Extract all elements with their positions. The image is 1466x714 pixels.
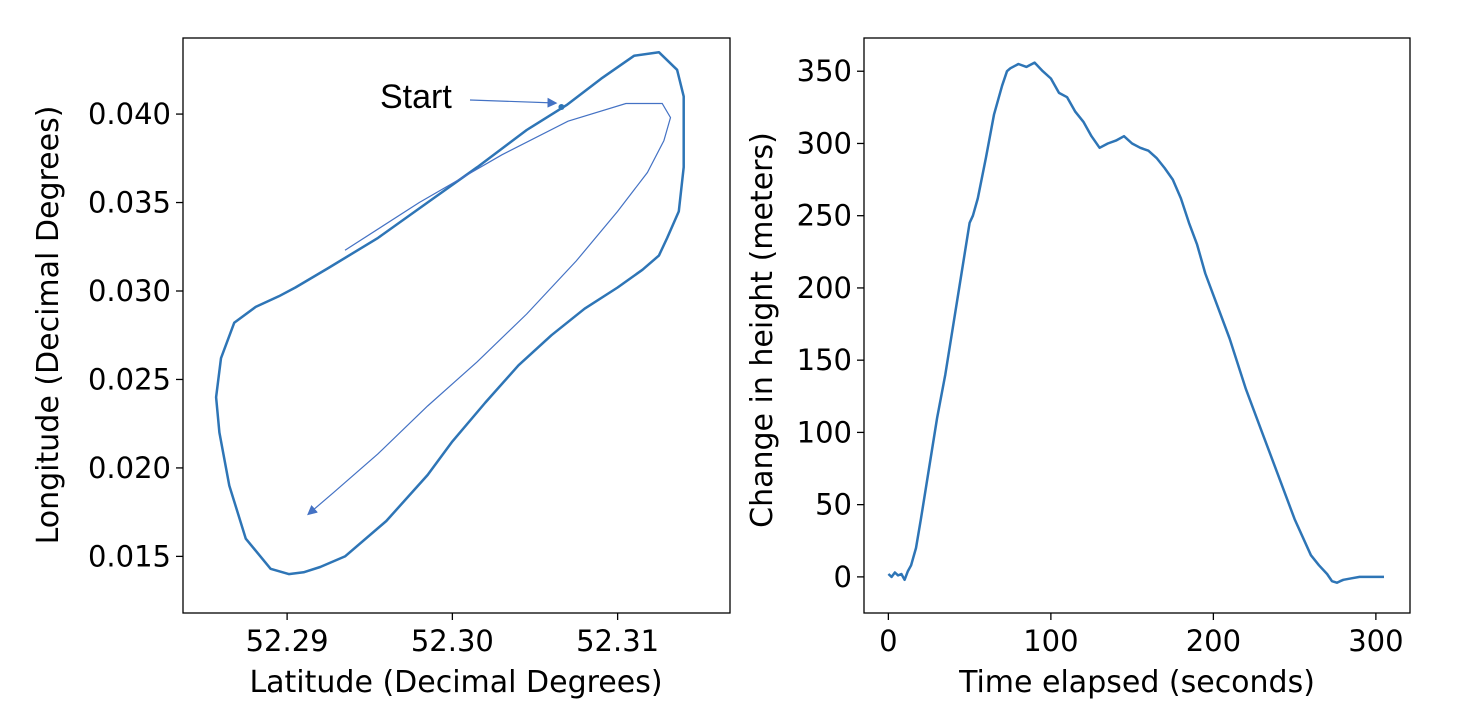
start-arrow [469,97,558,108]
right-yticks: 0 50 100 150 200 250 300 350 [797,54,864,594]
y-tick-label: 0.035 [88,186,171,220]
y-tick-label: 250 [797,199,852,233]
y-tick-label: 100 [797,415,852,449]
y-tick-label: 300 [797,126,852,160]
y-tick-label: 50 [815,488,852,522]
y-tick-label: 150 [797,343,852,377]
y-tick-label: 200 [797,271,852,305]
x-tick-label: 0 [879,624,897,658]
y-tick-label: 0.015 [88,539,171,573]
right-x-axis-label: Time elapsed (seconds) [958,665,1315,700]
x-tick-label: 100 [1023,624,1078,658]
left-yticks: 0.015 0.020 0.025 0.030 0.035 0.040 [88,97,183,573]
x-tick-label: 200 [1186,624,1241,658]
x-tick-label: 52.29 [246,624,329,658]
gps-track-line [214,50,685,576]
left-xticks: 52.29 52.30 52.31 [246,613,659,658]
x-tick-label: 300 [1348,624,1403,658]
left-y-axis-label: Longitude (Decimal Degrees) [31,106,66,545]
left-axes-frame [182,37,731,614]
y-tick-label: 0.020 [88,451,171,485]
y-tick-label: 0 [834,560,852,594]
right-y-axis-label: Change in height (meters) [745,132,780,528]
y-tick-label: 0.025 [88,362,171,396]
left-x-axis-label: Latitude (Decimal Degrees) [249,665,662,700]
y-tick-label: 350 [797,54,852,88]
y-tick-label: 0.040 [88,97,171,131]
gps-track-chart: 52.29 52.30 52.31 0.015 0.020 0.025 0.030 0.03… [31,37,731,700]
direction-arrow [307,102,672,516]
height-line [887,61,1384,584]
right-xticks: 0 100 200 300 [879,613,1404,658]
start-point [558,104,565,110]
height-chart: 0 100 200 300 0 50 100 150 200 250 300 350 Time el… [745,37,1411,700]
right-axes-frame [863,37,1411,614]
x-tick-label: 52.31 [576,624,659,658]
x-tick-label: 52.30 [411,624,494,658]
y-tick-label: 0.030 [88,274,171,308]
start-annotation: Start [380,78,452,116]
